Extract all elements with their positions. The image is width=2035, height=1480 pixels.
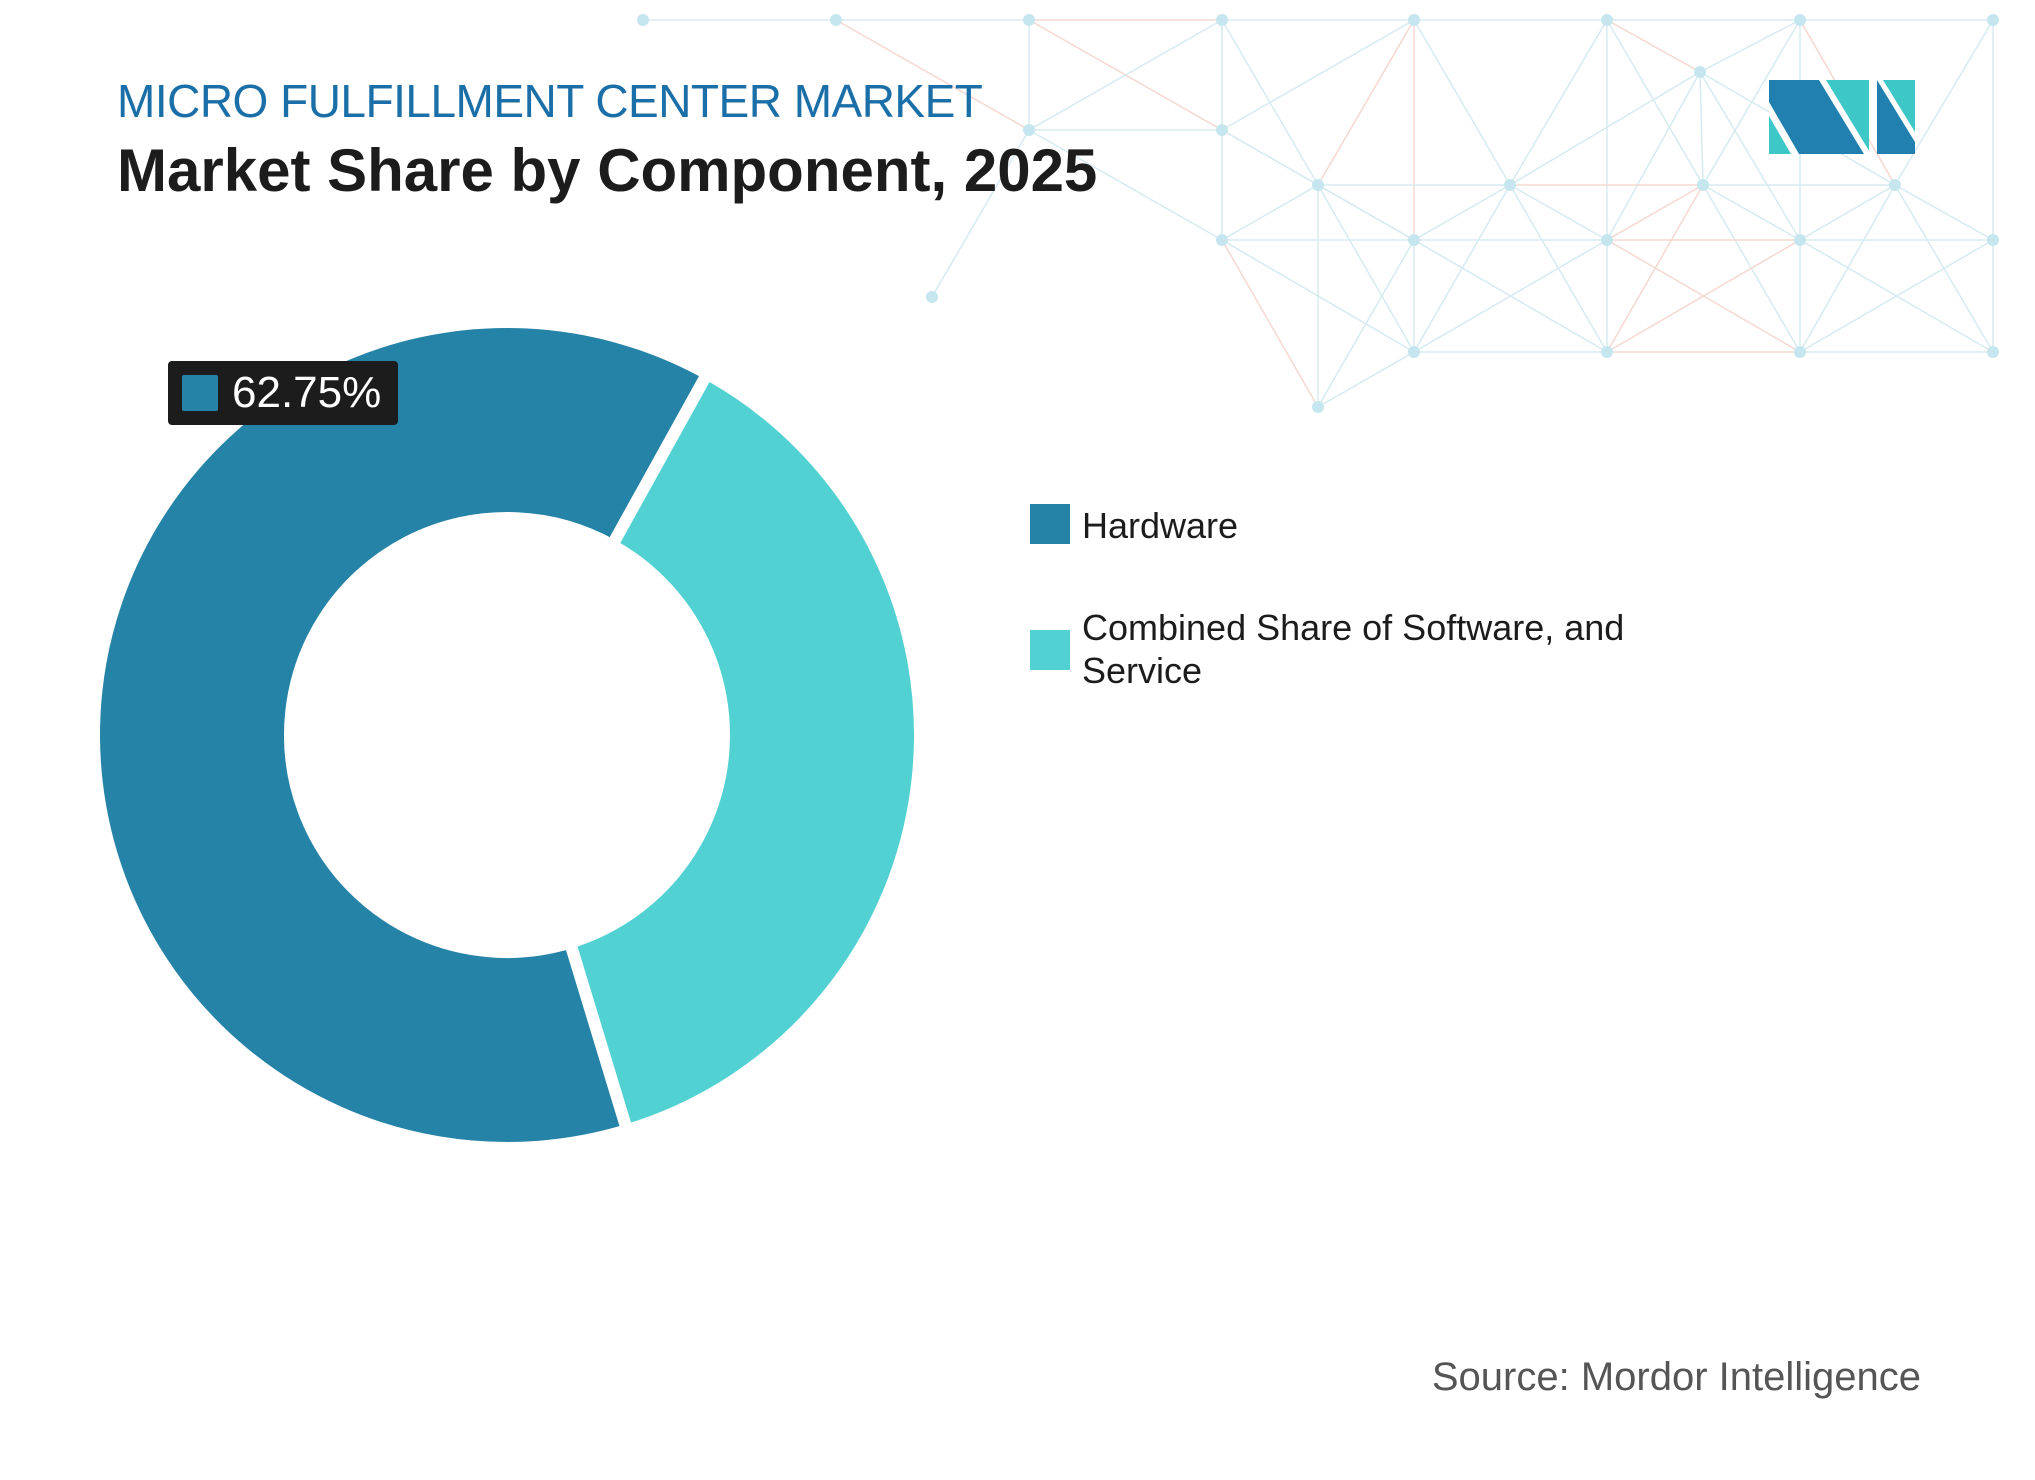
pattern-dot — [1794, 234, 1806, 246]
pattern-line — [1317, 351, 1415, 408]
pattern-line — [1702, 184, 1801, 241]
legend-swatch — [1030, 630, 1070, 670]
pattern-line — [1699, 71, 1801, 241]
pattern-line — [1606, 71, 1701, 241]
pattern-line — [1028, 19, 1223, 131]
pattern-dot — [1794, 14, 1806, 26]
pattern-line — [931, 129, 1030, 298]
pattern-dot — [1408, 14, 1420, 26]
pattern-line — [1699, 19, 1801, 73]
legend-label: Combined Share of Software, and Service — [1082, 607, 1625, 691]
pattern-dot — [1601, 234, 1613, 246]
pattern-line — [1317, 184, 1415, 353]
pattern-dot — [1504, 179, 1516, 191]
pattern-line — [1606, 19, 1704, 186]
donut-slice-hardware — [87, 316, 716, 1154]
data-label-text: 62.75% — [232, 368, 382, 417]
pattern-dot — [637, 14, 649, 26]
pattern-dot — [1216, 124, 1228, 136]
pattern-dot — [1694, 66, 1706, 78]
pattern-line — [1028, 129, 1223, 241]
pattern-line — [1894, 19, 1994, 186]
pattern-line — [835, 19, 1030, 131]
pattern-line — [1413, 239, 1608, 353]
mordor-intelligence-logo — [1769, 80, 1915, 154]
pattern-dot — [1023, 14, 1035, 26]
pattern-line — [1606, 184, 1704, 241]
pattern-dot — [1216, 234, 1228, 246]
pattern-dot — [1023, 124, 1035, 136]
pattern-line — [1509, 19, 1608, 186]
pattern-dot — [926, 291, 938, 303]
data-label-swatch — [182, 375, 218, 411]
pattern-dot — [1312, 401, 1324, 413]
pattern-line — [1317, 19, 1415, 186]
legend-swatch — [1030, 504, 1070, 544]
pattern-dot — [1987, 346, 1999, 358]
pattern-line — [1799, 239, 1994, 353]
legend-item-hardware: Hardware — [1030, 504, 1722, 547]
pattern-dot — [1794, 346, 1806, 358]
data-label-hardware: 62.75% — [168, 361, 398, 425]
pattern-line — [1509, 184, 1608, 241]
pattern-dot — [1408, 346, 1420, 358]
donut-slice-software-service — [562, 365, 926, 1138]
pattern-dot — [1987, 234, 1999, 246]
pattern-line — [1221, 19, 1415, 131]
pattern-line — [1606, 19, 1701, 73]
pattern-line — [1413, 19, 1511, 186]
pattern-line — [1799, 184, 1896, 353]
pattern-dot — [1312, 179, 1324, 191]
pattern-line — [1221, 239, 1319, 408]
pattern-line — [1317, 184, 1415, 241]
pattern-dot — [1697, 179, 1709, 191]
pattern-line — [1699, 71, 1704, 186]
pattern-line — [1509, 71, 1701, 186]
pattern-line — [1221, 184, 1319, 241]
pattern-dot — [1601, 346, 1613, 358]
pattern-dot — [1889, 179, 1901, 191]
pattern-line — [1894, 184, 1994, 241]
pattern-line — [1413, 184, 1511, 241]
chart-subtitle: MICRO FULFILLMENT CENTER MARKET — [117, 75, 983, 127]
pattern-line — [1799, 184, 1896, 241]
pattern-line — [1317, 239, 1415, 408]
pattern-dot — [1601, 14, 1613, 26]
source-note: Source: Mordor Intelligence — [1431, 1355, 1921, 1399]
legend-label: Hardware — [1082, 505, 1239, 546]
pattern-dot — [1408, 234, 1420, 246]
chart-title: Market Share by Component, 2025 — [117, 137, 1098, 204]
pattern-dot — [1987, 14, 1999, 26]
pattern-dot — [1216, 14, 1228, 26]
pattern-line — [1606, 239, 1801, 353]
legend-item-software-service: Combined Share of Software, and Service — [1030, 606, 1722, 692]
pattern-dot — [830, 14, 842, 26]
pattern-line — [1221, 239, 1415, 353]
